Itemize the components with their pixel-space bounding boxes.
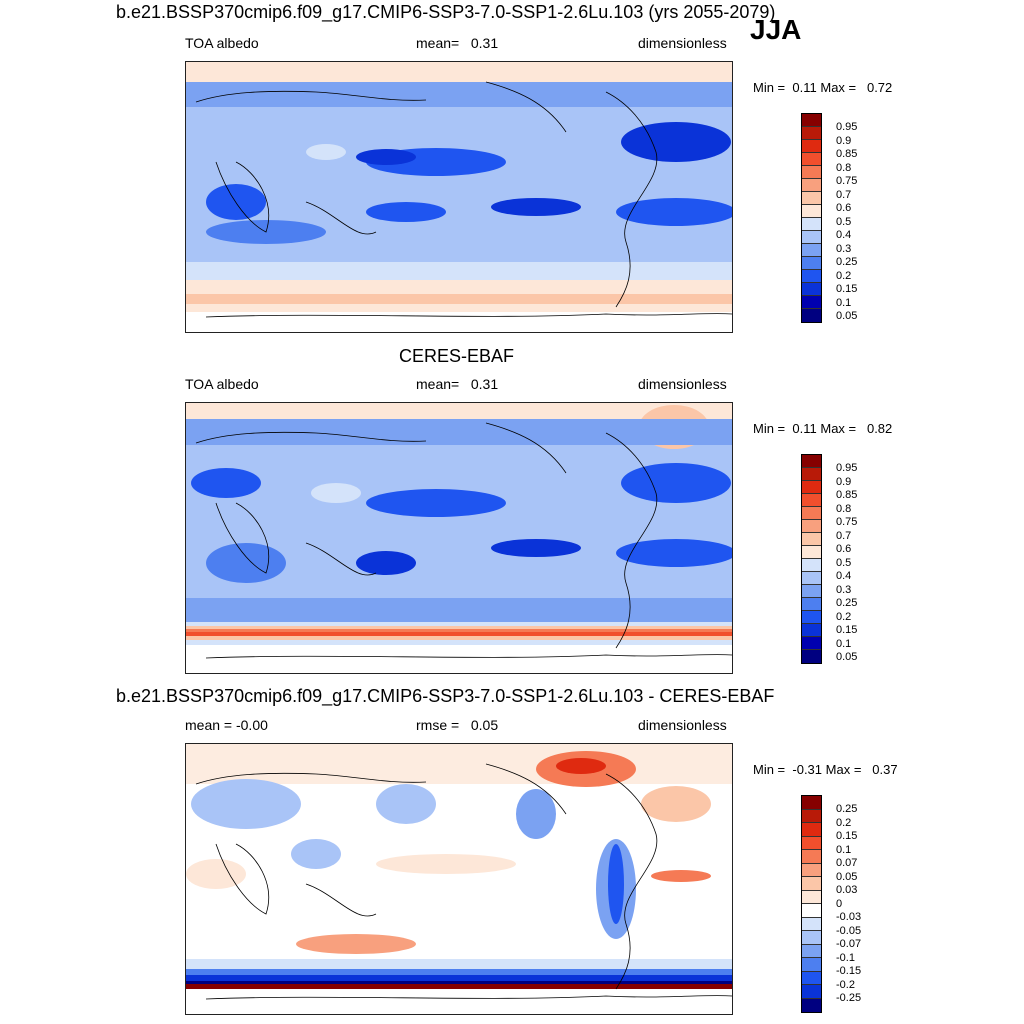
panel-3-cbar-tick: -0.15 <box>836 965 862 977</box>
panel-3-cbar-tick: 0.05 <box>836 870 858 883</box>
panel-2-title: CERES-EBAF <box>399 346 515 366</box>
panel-1-map <box>185 61 733 333</box>
panel-3-cbar-tick: 0.2 <box>836 816 852 829</box>
panel-1-cbar-tick: 0.75 <box>836 175 858 187</box>
panel-3-mean: mean = -0.00 <box>185 717 268 733</box>
panel-1-cbar-tick: 0.2 <box>836 269 852 282</box>
panel-3-rmse: rmse = 0.05 <box>416 717 499 733</box>
panel-1-title: b.e21.BSSP370cmip6.f09_g17.CMIP6-SSP3-7.… <box>116 2 776 22</box>
panel-3-cbar-tick: -0.07 <box>836 938 862 950</box>
panel-2-cbar-tick: 0.5 <box>836 556 852 569</box>
panel-3-colorbar <box>801 795 822 1013</box>
panel-3-cbar-tick: 0.1 <box>836 843 852 856</box>
panel-3-cbar-tick: 0.03 <box>836 884 858 896</box>
panel-2-cbar-tick: 0.1 <box>836 637 852 650</box>
panel-2-map <box>185 402 733 674</box>
panel-1-cbar-tick: 0.1 <box>836 296 852 309</box>
panel-3-cbar-tick: -0.03 <box>836 911 862 923</box>
panel-2-mean: mean= 0.31 <box>416 376 499 392</box>
panel-2-cbar-tick: 0.75 <box>836 516 858 528</box>
season-label: JJA <box>750 14 802 45</box>
panel-3-cbar-tick: -0.1 <box>836 951 855 964</box>
panel-2-cbar-tick: 0.85 <box>836 489 858 501</box>
panel-1-cbar-tick: 0.6 <box>836 202 852 214</box>
panel-1-cbar-tick: 0.5 <box>836 215 852 228</box>
panel-1-colorbar <box>801 113 822 323</box>
panel-3-cbar-tick: -0.2 <box>836 978 855 991</box>
panel-2-cbar-tick: 0.05 <box>836 651 858 663</box>
panel-3-cbar-tick: 0.25 <box>836 803 858 815</box>
panel-2-cbar-tick: 0.4 <box>836 570 852 582</box>
panel-1-mean: mean= 0.31 <box>416 35 499 51</box>
panel-3-cbar-tick: -0.05 <box>836 924 862 937</box>
panel-1-cbar-tick: 0.8 <box>836 161 852 174</box>
panel-1-cbar-tick: 0.4 <box>836 229 852 241</box>
panel-3-minmax: Min = -0.31 Max = 0.37 <box>753 762 898 777</box>
panel-2-cbar-tick: 0.7 <box>836 529 852 542</box>
panel-2-cbar-tick: 0.15 <box>836 624 858 636</box>
panel-1-units: dimensionless <box>638 35 727 51</box>
panel-3-cbar-tick: 0.07 <box>836 857 858 869</box>
panel-2-variable-label: TOA albedo <box>185 376 259 392</box>
panel-2-cbar-tick: 0.25 <box>836 597 858 609</box>
panel-1-cbar-tick: 0.95 <box>836 121 858 133</box>
panel-1-cbar-tick: 0.05 <box>836 310 858 322</box>
panel-2-colorbar <box>801 454 822 664</box>
panel-1-cbar-tick: 0.15 <box>836 283 858 295</box>
panel-1-cbar-tick: 0.7 <box>836 188 852 201</box>
panel-2-cbar-tick: 0.8 <box>836 502 852 515</box>
panel-3-title: b.e21.BSSP370cmip6.f09_g17.CMIP6-SSP3-7.… <box>116 686 775 706</box>
panel-2-cbar-tick: 0.6 <box>836 543 852 555</box>
panel-2-cbar-tick: 0.2 <box>836 610 852 623</box>
panel-1-cbar-tick: 0.85 <box>836 148 858 160</box>
panel-2-minmax: Min = 0.11 Max = 0.82 <box>753 421 893 436</box>
panel-2-cbar-tick: 0.9 <box>836 475 852 488</box>
panel-3-units: dimensionless <box>638 717 727 733</box>
panel-3-cbar-tick: 0.15 <box>836 830 858 842</box>
panel-1-minmax: Min = 0.11 Max = 0.72 <box>753 80 893 95</box>
panel-3-cbar-tick: -0.25 <box>836 992 862 1004</box>
panel-2-cbar-tick: 0.95 <box>836 462 858 474</box>
panel-1-cbar-tick: 0.9 <box>836 134 852 147</box>
panel-3-map <box>185 743 733 1015</box>
panel-2-units: dimensionless <box>638 376 727 392</box>
panel-1-cbar-tick: 0.3 <box>836 242 852 255</box>
panel-1-variable-label: TOA albedo <box>185 35 259 51</box>
panel-2-cbar-tick: 0.3 <box>836 583 852 596</box>
panel-3-cbar-tick: 0 <box>836 897 843 910</box>
panel-1-cbar-tick: 0.25 <box>836 256 858 268</box>
